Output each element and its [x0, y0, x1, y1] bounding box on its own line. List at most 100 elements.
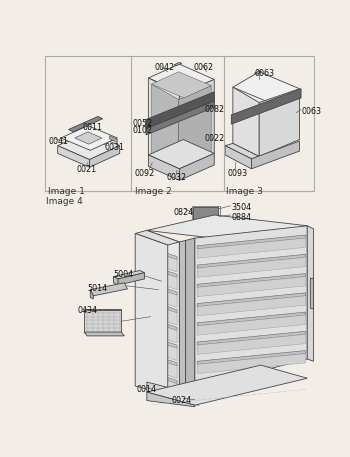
Polygon shape [225, 143, 259, 159]
Polygon shape [135, 234, 168, 395]
Polygon shape [193, 207, 218, 223]
Polygon shape [113, 271, 145, 279]
Polygon shape [197, 257, 306, 277]
Polygon shape [225, 146, 251, 169]
Polygon shape [84, 310, 121, 332]
Polygon shape [61, 126, 117, 150]
Polygon shape [233, 87, 259, 156]
Polygon shape [233, 72, 300, 104]
Polygon shape [197, 274, 306, 287]
Polygon shape [310, 278, 314, 309]
Polygon shape [149, 374, 177, 396]
Polygon shape [147, 215, 307, 241]
Text: 0082: 0082 [204, 105, 224, 114]
Text: 0434: 0434 [78, 306, 98, 315]
Polygon shape [197, 331, 306, 345]
Text: 3504: 3504 [231, 203, 251, 213]
Polygon shape [110, 136, 117, 143]
Polygon shape [148, 155, 179, 181]
Text: Image 1: Image 1 [48, 186, 85, 196]
Polygon shape [118, 273, 145, 285]
Polygon shape [149, 356, 177, 378]
Text: 0021: 0021 [76, 165, 97, 174]
Polygon shape [147, 392, 195, 407]
Polygon shape [152, 84, 178, 166]
Polygon shape [90, 290, 93, 299]
Polygon shape [149, 354, 177, 366]
Polygon shape [58, 146, 90, 167]
Text: 5014: 5014 [87, 284, 107, 293]
Polygon shape [149, 318, 177, 330]
Text: Image 4: Image 4 [46, 197, 83, 206]
Polygon shape [90, 283, 127, 296]
Text: 0062: 0062 [193, 63, 214, 72]
Polygon shape [149, 321, 177, 343]
Text: 0014: 0014 [137, 385, 157, 394]
Polygon shape [197, 312, 306, 326]
Polygon shape [44, 56, 314, 191]
Text: 0102: 0102 [132, 127, 152, 135]
Polygon shape [307, 226, 314, 361]
Polygon shape [149, 336, 177, 348]
Polygon shape [149, 371, 177, 383]
Text: Image 3: Image 3 [226, 186, 263, 196]
Polygon shape [147, 365, 307, 405]
Polygon shape [197, 354, 306, 374]
Polygon shape [197, 315, 306, 335]
Polygon shape [148, 139, 214, 169]
Polygon shape [146, 92, 214, 129]
Polygon shape [149, 339, 177, 361]
Text: 0042: 0042 [155, 63, 175, 72]
Polygon shape [149, 303, 177, 325]
Text: 0884: 0884 [231, 213, 251, 222]
Text: 0031: 0031 [104, 143, 124, 152]
Polygon shape [90, 146, 120, 167]
Polygon shape [197, 351, 306, 364]
Polygon shape [75, 132, 102, 144]
Text: 0052: 0052 [132, 119, 152, 128]
Text: 0011: 0011 [83, 123, 103, 133]
Polygon shape [84, 332, 124, 336]
Text: 0824: 0824 [174, 208, 194, 217]
Polygon shape [197, 238, 306, 258]
Polygon shape [149, 250, 177, 272]
Polygon shape [197, 254, 306, 268]
Polygon shape [254, 71, 261, 74]
Polygon shape [147, 382, 199, 405]
Polygon shape [197, 276, 306, 297]
Polygon shape [186, 238, 195, 392]
Polygon shape [259, 89, 300, 156]
Polygon shape [149, 265, 177, 277]
Polygon shape [174, 63, 182, 66]
Text: 0022: 0022 [204, 134, 224, 143]
Polygon shape [231, 89, 301, 124]
Polygon shape [135, 230, 179, 245]
Polygon shape [179, 80, 214, 169]
Text: 0092: 0092 [134, 169, 155, 178]
Polygon shape [148, 64, 214, 93]
Text: Image 2: Image 2 [135, 186, 172, 196]
Polygon shape [149, 300, 177, 313]
Polygon shape [197, 296, 306, 316]
Text: 0093: 0093 [228, 169, 247, 178]
Polygon shape [149, 286, 177, 308]
Polygon shape [251, 141, 300, 169]
Text: 0032: 0032 [166, 173, 186, 181]
Polygon shape [148, 78, 179, 169]
Polygon shape [179, 154, 214, 181]
Polygon shape [149, 247, 177, 260]
Text: 0024: 0024 [172, 396, 192, 405]
Text: 0063: 0063 [301, 107, 321, 116]
Polygon shape [84, 309, 121, 310]
Polygon shape [197, 335, 306, 354]
Polygon shape [113, 276, 118, 285]
Polygon shape [152, 72, 211, 98]
Polygon shape [195, 226, 307, 388]
Polygon shape [197, 293, 306, 307]
Polygon shape [178, 85, 211, 166]
Text: 0063: 0063 [254, 69, 274, 78]
Text: 5004: 5004 [113, 271, 134, 279]
Polygon shape [149, 283, 177, 295]
Polygon shape [197, 235, 306, 249]
Polygon shape [179, 240, 186, 393]
